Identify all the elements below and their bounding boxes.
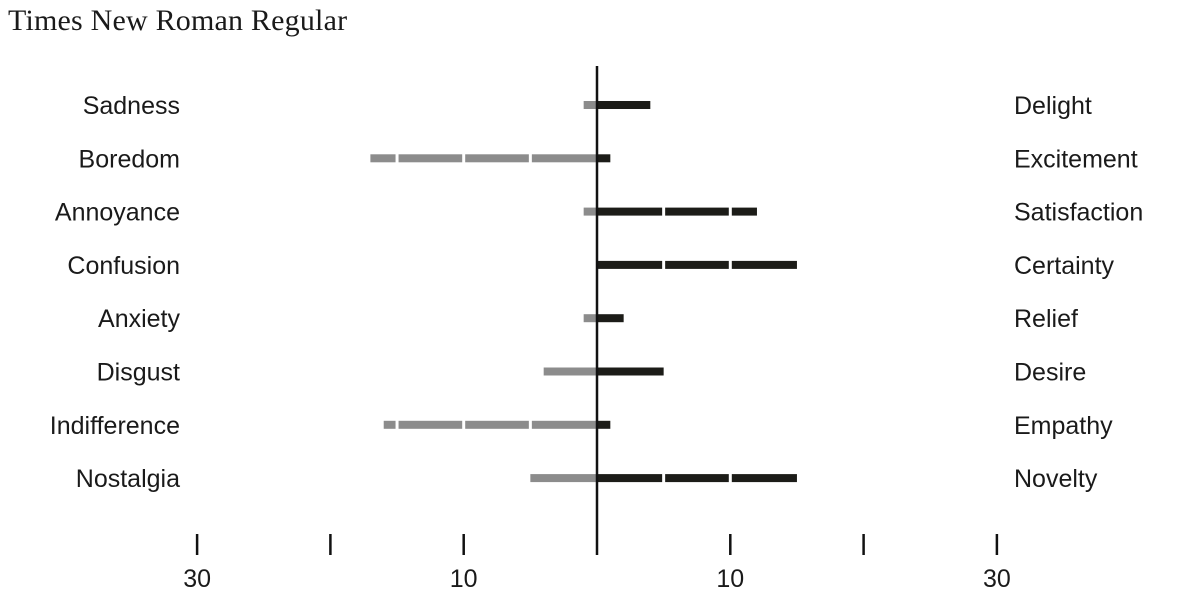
left-bar-segment-1-2: [398, 154, 463, 163]
left-bar-segment-6-0: [531, 420, 597, 429]
left-bar-segment-1-3: [370, 154, 396, 163]
right-bar-segment-1-0: [597, 154, 611, 163]
right-category-label: Delight: [1014, 92, 1092, 120]
right-category-label: Desire: [1014, 359, 1086, 387]
left-category-label: Annoyance: [55, 199, 180, 227]
x-tick-label: 10: [450, 565, 478, 593]
left-bar-segment-2-0: [583, 207, 597, 216]
left-bar-segment-0-0: [583, 101, 597, 109]
left-bar-segment-6-2: [398, 420, 463, 429]
left-bar-segment-7-0: [530, 474, 597, 483]
right-category-labels: Delight Excitement Satisfaction Certainty Re…: [1014, 92, 1143, 493]
left-category-label: Disgust: [97, 359, 180, 387]
left-category-label: Indifference: [50, 412, 180, 440]
right-bar-segment-6-0: [597, 420, 611, 429]
x-tick-label: 10: [716, 565, 744, 593]
right-bar-segment-7-2: [731, 474, 797, 483]
x-axis: 30 10 10 30: [183, 534, 1011, 593]
left-bar-segment-4-0: [583, 314, 597, 323]
right-bar-segment-3-2: [731, 260, 797, 269]
right-bars-group: [597, 101, 797, 483]
right-bar-segment-2-0: [597, 207, 663, 216]
left-bars-group: [370, 101, 597, 483]
right-bar-segment-7-0: [597, 474, 663, 483]
x-tick-label: 30: [983, 565, 1011, 593]
left-category-labels: Sadness Boredom Annoyance Confusion Anxiety D…: [50, 92, 181, 493]
right-bar-segment-7-1: [665, 474, 729, 483]
left-category-label: Sadness: [83, 92, 180, 120]
left-bar-segment-1-0: [531, 154, 597, 163]
right-category-label: Satisfaction: [1014, 199, 1143, 227]
right-bar-segment-3-1: [665, 260, 729, 269]
right-category-label: Novelty: [1014, 465, 1098, 493]
right-bar-segment-3-0: [597, 260, 663, 269]
right-category-label: Certainty: [1014, 252, 1115, 280]
chart-title: Times New Roman Regular: [8, 4, 348, 37]
right-bar-segment-5-0: [597, 367, 664, 376]
left-bar-segment-6-1: [465, 420, 529, 429]
right-bar-segment-2-2: [731, 207, 757, 216]
left-bar-segment-1-1: [465, 154, 529, 163]
left-category-label: Boredom: [79, 145, 180, 173]
left-category-label: Anxiety: [98, 305, 180, 333]
left-category-label: Nostalgia: [76, 465, 180, 493]
x-tick-label: 30: [183, 565, 211, 593]
left-bar-segment-6-3: [383, 420, 396, 429]
right-bar-segment-2-1: [665, 207, 729, 216]
right-bar-segment-4-0: [597, 314, 624, 323]
right-category-label: Relief: [1014, 305, 1078, 333]
right-category-label: Excitement: [1014, 145, 1138, 173]
right-bar-segment-0-0: [597, 101, 651, 109]
left-bar-segment-5-0: [543, 367, 597, 376]
right-category-label: Empathy: [1014, 412, 1113, 440]
left-category-label: Confusion: [67, 252, 180, 280]
